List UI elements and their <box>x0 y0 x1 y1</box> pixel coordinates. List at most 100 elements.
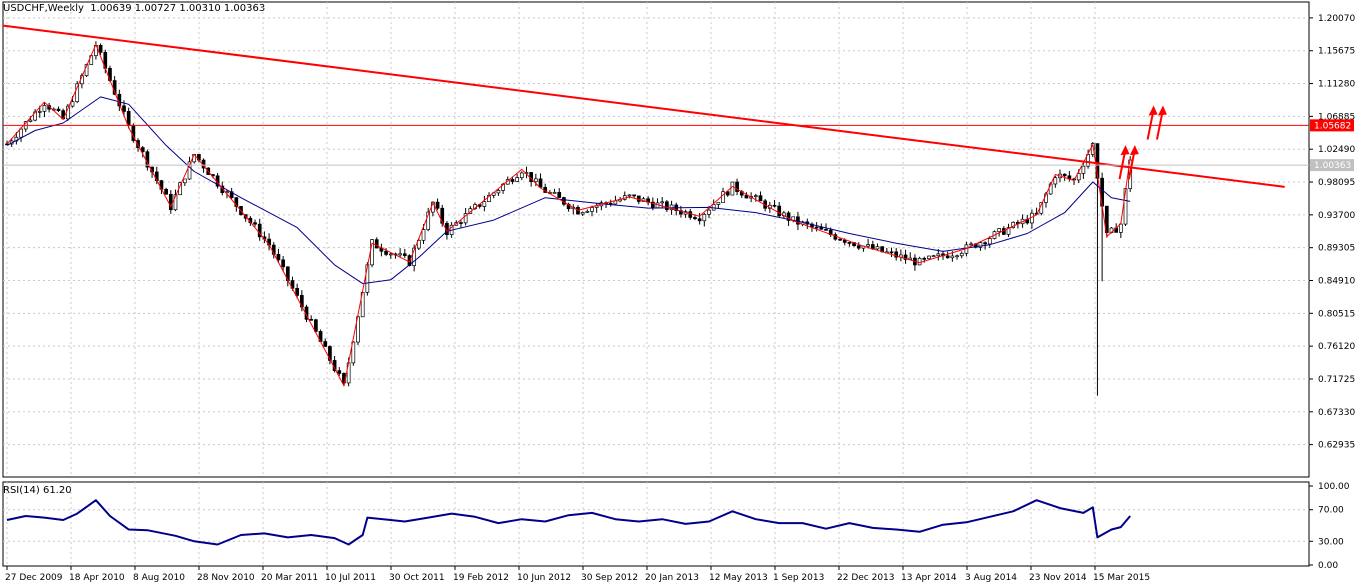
price-label: 0.80515 <box>1318 309 1355 319</box>
candle-body <box>735 181 739 192</box>
time-label: 27 Dec 2009 <box>5 573 63 583</box>
forecast-arrow-head <box>1148 105 1158 116</box>
candle-body <box>98 45 103 53</box>
price-label: 0.62935 <box>1318 441 1355 451</box>
time-label: 20 Jan 2013 <box>645 573 699 583</box>
time-label: 22 Dec 2013 <box>837 573 895 583</box>
candle-body <box>557 191 562 198</box>
candle-body <box>426 211 431 230</box>
rsi-panel[interactable]: 100.00 70.00 30.00 0.00 <box>2 481 1350 571</box>
time-label: 19 Feb 2012 <box>453 573 509 583</box>
price-label: 0.84910 <box>1318 277 1355 287</box>
candle-body <box>744 194 749 199</box>
candle-body <box>533 178 538 182</box>
candle-body <box>70 101 75 107</box>
rsi-panel-frame <box>2 481 1310 567</box>
candle-body <box>314 319 318 332</box>
candle-body <box>590 207 594 212</box>
symbol-timeframe: USDCHF,Weekly <box>3 3 84 14</box>
candle-body <box>997 228 1002 233</box>
candle-body <box>28 119 33 122</box>
candle-body <box>337 370 342 374</box>
price-label: 0.67330 <box>1318 408 1355 418</box>
candle-body <box>983 242 987 245</box>
candle-body <box>796 216 800 225</box>
current-price-tag <box>1310 159 1354 172</box>
candle-body <box>580 211 585 215</box>
zigzag-line <box>6 44 1131 387</box>
candle-body <box>388 253 393 256</box>
price-label: 1.06885 <box>1318 112 1355 122</box>
candle-body <box>552 191 557 194</box>
candle-body <box>515 177 519 182</box>
candle-body <box>936 253 941 257</box>
candle-body <box>969 243 973 246</box>
time-label: 10 Jul 2011 <box>325 573 376 583</box>
candle-body <box>931 255 936 258</box>
candle-body <box>440 207 445 224</box>
candle-body <box>772 204 777 207</box>
candle-body <box>538 178 543 188</box>
rsi-label: 0.00 <box>1318 561 1338 571</box>
candle-body <box>758 195 763 202</box>
candle-body <box>1081 165 1086 174</box>
ohlc-values: 1.00639 1.00727 1.00310 1.00363 <box>90 3 266 14</box>
candle-body <box>122 105 126 112</box>
candle-body <box>1090 143 1095 155</box>
candle-body <box>987 238 992 245</box>
forecast-arrow-head <box>1120 145 1130 156</box>
candle-body <box>814 226 819 229</box>
candle-body <box>585 211 590 213</box>
candle-body <box>786 212 791 221</box>
candle-body <box>253 222 257 225</box>
candle-body <box>842 239 847 243</box>
level-price-text: 1.05682 <box>1314 121 1351 131</box>
time-label: 18 Apr 2010 <box>69 573 125 583</box>
price-label: 1.20070 <box>1318 14 1355 24</box>
candle-body <box>402 253 407 256</box>
candle-body <box>56 108 61 111</box>
candle-body <box>164 188 168 195</box>
candle-body <box>168 193 173 211</box>
candle-body <box>295 287 300 296</box>
candle-body <box>945 255 950 259</box>
price-label: 1.15675 <box>1318 47 1355 57</box>
candle-body <box>950 255 955 259</box>
candle-body <box>894 251 899 258</box>
candle-body <box>276 253 281 261</box>
rsi-label: 30.00 <box>1318 537 1344 547</box>
candle-body <box>1053 177 1058 185</box>
price-panel[interactable]: 1.20070 1.15675 1.11280 1.06885 1.02490 0.980… <box>2 1 1355 478</box>
rsi-label: 100.00 <box>1318 482 1350 492</box>
candle-body <box>636 195 641 202</box>
rsi-label: 70.00 <box>1318 506 1344 516</box>
candle-body <box>421 229 426 241</box>
candle-body <box>922 257 927 260</box>
candle-body <box>37 110 42 113</box>
current-price-text: 1.00363 <box>1314 161 1351 171</box>
candle-body <box>847 242 852 244</box>
time-label: 13 Apr 2014 <box>901 573 957 583</box>
candle-body <box>660 201 665 204</box>
moving-average-line <box>6 96 1131 285</box>
time-label: 30 Oct 2011 <box>389 573 445 583</box>
price-label: 0.89305 <box>1318 244 1355 254</box>
time-label: 1 Sep 2013 <box>773 573 824 583</box>
candle-body <box>730 181 735 196</box>
candle-body <box>187 161 192 180</box>
candle-body <box>707 209 711 215</box>
price-label: 0.76120 <box>1318 342 1355 352</box>
candle-body <box>627 194 632 197</box>
candle-body <box>702 213 707 222</box>
candle-body <box>351 341 356 364</box>
candle-body <box>482 201 487 207</box>
candle-body <box>889 251 894 254</box>
candle-body <box>1062 173 1067 177</box>
price-label: 0.71725 <box>1318 375 1355 385</box>
candle-body <box>229 191 234 198</box>
candle-body <box>75 83 80 103</box>
forecast-arrow-head <box>1157 105 1167 116</box>
candle-body <box>19 128 23 138</box>
candle-body <box>323 341 328 347</box>
